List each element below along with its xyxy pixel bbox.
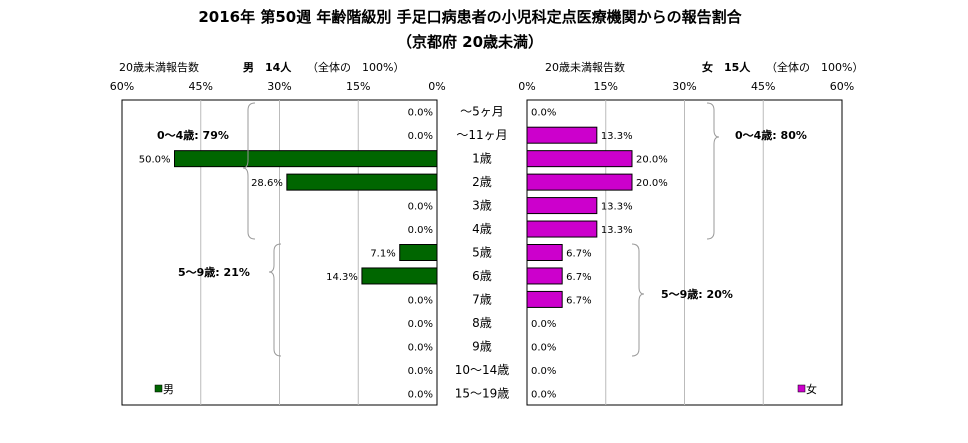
- left-tick-label: 30%: [267, 80, 291, 93]
- left-plot-area: 0%15%30%45%60% 0.0%0.0%50.0%28.6%0.0%0.0…: [110, 80, 446, 406]
- female-value-label: 13.3%: [601, 131, 633, 142]
- chart-title-line1: 2016年 第50週 年齢階級別 手足口病患者の小児科定点医療機関からの報告割合: [198, 8, 742, 26]
- female-value-label: 0.0%: [531, 108, 556, 119]
- left-tick-label: 45%: [189, 80, 213, 93]
- male-value-label: 0.0%: [408, 225, 433, 236]
- category-label: 4歳: [472, 222, 492, 236]
- right-tick-label: 60%: [830, 80, 854, 93]
- left-annotation-5-9: 5～9歳: 21%: [178, 265, 250, 279]
- left-bracket-5-9: [268, 243, 282, 357]
- male-value-label: 0.0%: [408, 319, 433, 330]
- category-label: 15～19歳: [455, 386, 510, 400]
- male-bar: [174, 150, 438, 168]
- male-value-label: 0.0%: [408, 389, 433, 400]
- female-bar: [526, 150, 633, 168]
- category-label: 7歳: [472, 292, 492, 306]
- chart-title-line2: （京都府 20歳未満）: [397, 33, 543, 51]
- right-bracket-5-9: [631, 243, 645, 357]
- female-bar: [526, 267, 563, 285]
- female-bar: [526, 244, 563, 261]
- right-tick-label: 0%: [518, 80, 535, 93]
- left-axis-ticks: 0% 15% 30% 45% 60%: [110, 80, 446, 93]
- left-tick-label: 60%: [110, 80, 134, 93]
- category-label: 6歳: [472, 269, 492, 283]
- left-header-note: （全体の 100%）: [307, 60, 404, 74]
- category-label: 9歳: [472, 339, 492, 353]
- female-value-label: 6.7%: [566, 249, 591, 260]
- right-data-labels: 0.0% 13.3% 20.0% 20.0% 13.3% 13.3% 6.7% 6.7% 6.7…: [531, 108, 668, 401]
- male-value-label: 0.0%: [408, 108, 433, 119]
- category-label: 1歳: [472, 152, 492, 166]
- female-bar: [526, 126, 598, 144]
- male-bar: [361, 267, 438, 285]
- right-tick-label: 15%: [594, 80, 618, 93]
- right-tick-label: 30%: [672, 80, 696, 93]
- right-bracket-0-4: [706, 102, 720, 240]
- female-value-label: 13.3%: [601, 202, 633, 213]
- left-tick-label: 15%: [346, 80, 370, 93]
- right-header-count: 女 15人: [702, 60, 751, 74]
- female-bar: [526, 197, 598, 215]
- left-annotation-0-4: 0～4歳: 79%: [157, 128, 229, 142]
- left-bracket-0-4: [242, 102, 256, 240]
- left-header-count: 男 14人: [243, 60, 292, 74]
- category-labels: ～5ヶ月 ～11ヶ月 1歳 2歳 3歳 4歳 5歳 6歳 7歳 8歳 9歳 10～14歳 15～19歳: [455, 105, 510, 401]
- category-label: 8歳: [472, 316, 492, 330]
- female-bar: [526, 173, 633, 191]
- male-value-label: 7.1%: [370, 249, 395, 260]
- category-label: 2歳: [472, 175, 492, 189]
- male-value-label: 0.0%: [408, 295, 433, 306]
- male-value-label: 0.0%: [408, 202, 433, 213]
- left-tick-label: 0%: [428, 80, 445, 93]
- male-bar: [286, 173, 438, 191]
- category-label: ～5ヶ月: [460, 105, 504, 119]
- female-bar: [526, 290, 563, 308]
- right-annotation-5-9: 5～9歳: 20%: [661, 287, 733, 301]
- right-tick-label: 45%: [751, 80, 775, 93]
- female-value-label: 0.0%: [531, 366, 556, 377]
- right-annotation-0-4: 0～4歳: 80%: [735, 128, 807, 142]
- male-value-label: 50.0%: [139, 155, 171, 166]
- female-value-label: 0.0%: [531, 319, 556, 330]
- right-axis-ticks: 0% 15% 30% 45% 60%: [518, 80, 854, 93]
- category-label: 3歳: [472, 199, 492, 213]
- right-header-note: （全体の 100%）: [766, 60, 863, 74]
- female-value-label: 0.0%: [531, 389, 556, 400]
- female-value-label: 6.7%: [566, 295, 591, 306]
- right-plot-area: 0% 15% 30% 45% 60% 0.0% 13.3% 20.0% 20.0% 13.3% 1…: [518, 80, 854, 406]
- left-header-label: 20歳未満報告数: [119, 61, 199, 74]
- male-value-label: 0.0%: [408, 366, 433, 377]
- category-label: 10～14歳: [455, 363, 510, 377]
- male-value-label: 14.3%: [326, 272, 358, 283]
- right-bars: [526, 126, 633, 308]
- male-bar: [399, 244, 438, 261]
- male-value-label: 0.0%: [408, 131, 433, 142]
- left-bars: [174, 150, 438, 285]
- left-data-labels: 0.0% 0.0% 50.0% 28.6% 0.0% 0.0% 7.1% 14.3% 0.0% 0…: [139, 108, 433, 401]
- left-legend-swatch: [154, 384, 163, 393]
- female-value-label: 20.0%: [636, 155, 668, 166]
- right-legend-label: 女: [806, 382, 817, 396]
- category-label: ～11ヶ月: [456, 128, 507, 142]
- female-value-label: 20.0%: [636, 178, 668, 189]
- right-header-label: 20歳未満報告数: [545, 61, 625, 74]
- female-value-label: 6.7%: [566, 272, 591, 283]
- female-value-label: 0.0%: [531, 342, 556, 353]
- male-value-label: 28.6%: [251, 178, 283, 189]
- right-legend-swatch: [797, 384, 806, 393]
- female-bar: [526, 220, 598, 238]
- male-value-label: 0.0%: [408, 342, 433, 353]
- category-label: 5歳: [472, 246, 492, 260]
- female-value-label: 13.3%: [601, 225, 633, 236]
- left-legend-label: 男: [163, 383, 174, 396]
